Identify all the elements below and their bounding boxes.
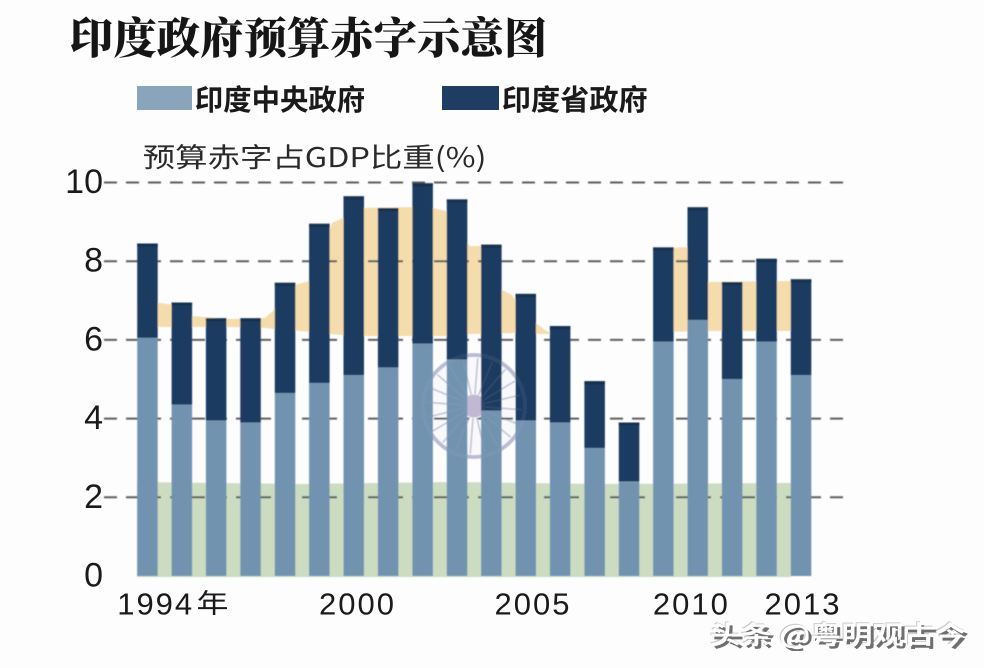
svg-text:2013: 2013 — [765, 587, 842, 622]
svg-text:4: 4 — [84, 399, 103, 437]
svg-text:0: 0 — [84, 557, 103, 595]
svg-text:1994: 1994 — [117, 587, 194, 622]
svg-text:10: 10 — [65, 163, 103, 201]
svg-text:8: 8 — [84, 242, 103, 280]
svg-text:6: 6 — [84, 320, 103, 358]
svg-text:2000: 2000 — [319, 587, 396, 622]
svg-text:2: 2 — [84, 478, 103, 516]
svg-text:2005: 2005 — [495, 587, 572, 622]
svg-text:2010: 2010 — [653, 587, 730, 622]
